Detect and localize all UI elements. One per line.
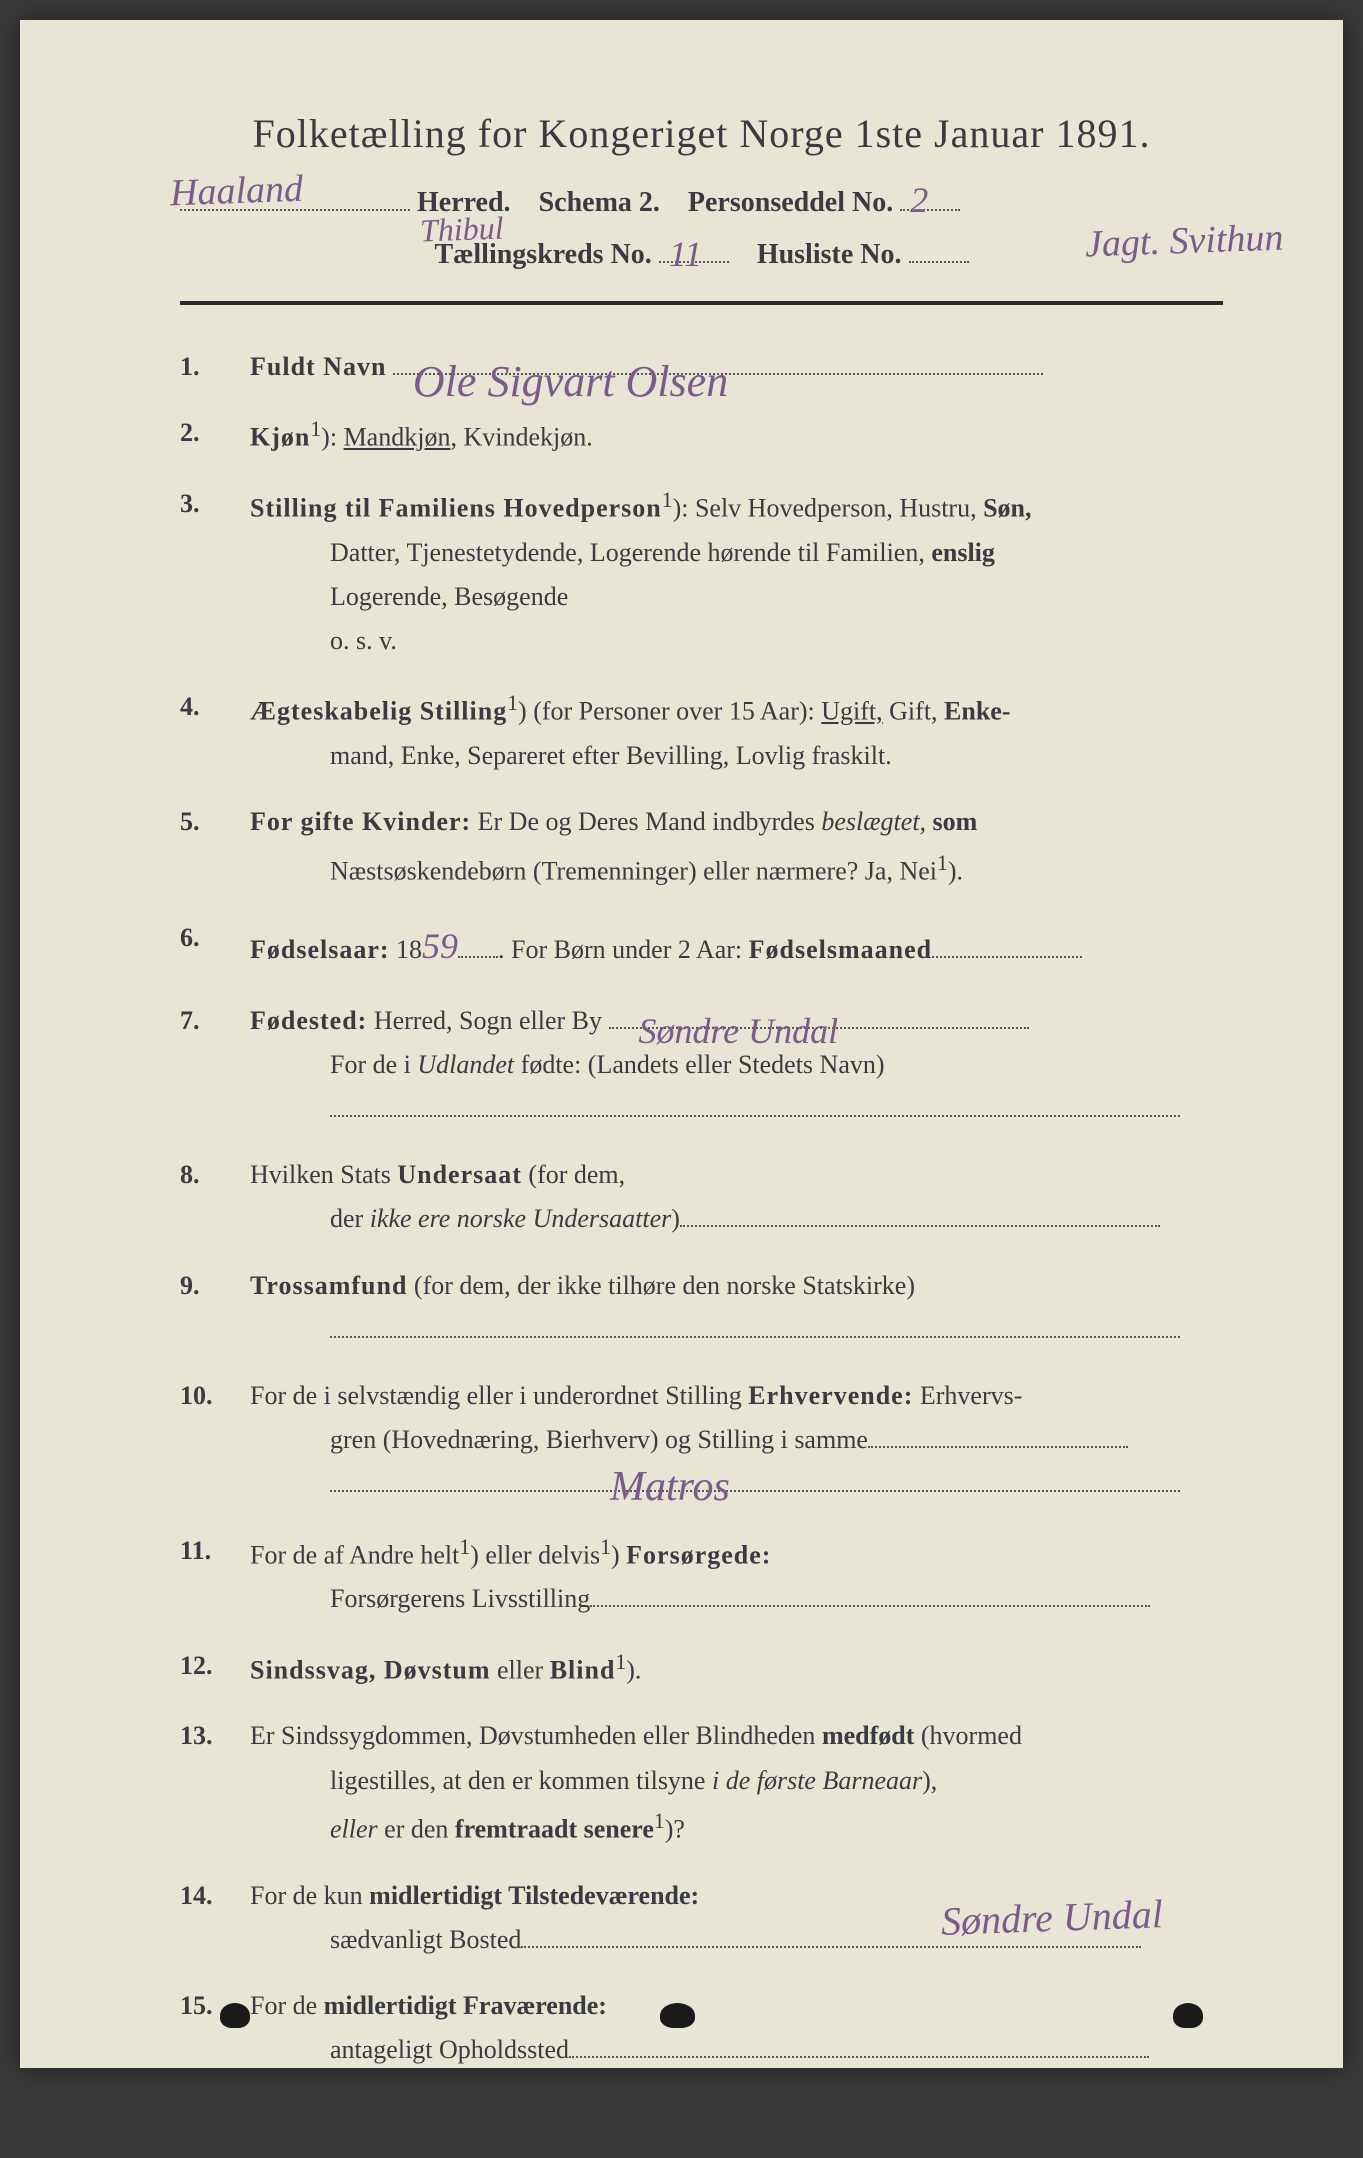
item-11: 11. For de af Andre helt1) eller delvis1… <box>180 1529 1223 1622</box>
residence-hw: Søndre Undal <box>940 1880 1164 1956</box>
item-13: 13. Er Sindssygdommen, Døvstumheden elle… <box>180 1714 1223 1851</box>
binding-hole <box>660 2003 695 2028</box>
item-1: 1. Fuldt Navn Ole Sigvart Olsen <box>180 345 1223 389</box>
header-line-2: Thibul Tællingskreds No. 11 Husliste No.… <box>180 239 1223 271</box>
form-title: Folketælling for Kongeriget Norge 1ste J… <box>180 110 1223 157</box>
item-3: 3. Stilling til Familiens Hovedperson1):… <box>180 482 1223 663</box>
personseddel-no: 2 <box>910 179 928 221</box>
personseddel-label: Personseddel No. <box>688 187 893 218</box>
kreds-no: 11 <box>669 233 702 275</box>
occupation-hw: Matros <box>610 1452 730 1523</box>
item-4: 4. Ægteskabelig Stilling1) (for Personer… <box>180 685 1223 778</box>
item-15: 15. For de midlertidigt Fraværende: anta… <box>180 1984 1223 2072</box>
kreds-above-hw: Thibul <box>419 210 504 250</box>
item-6: 6. Fødselsaar: 1859. For Børn under 2 Aa… <box>180 916 1223 977</box>
kjon-selected: Mandkjøn <box>344 423 451 452</box>
item-2: 2. Kjøn1): Mandkjøn, Kvindekjøn. <box>180 411 1223 460</box>
name-hw: Ole Sigvart Olsen <box>413 345 728 420</box>
schema-label: Schema 2. <box>539 187 660 218</box>
husliste-hw: Jagt. Svithun <box>1084 216 1284 267</box>
item-5: 5. For gifte Kvinder: Er De og Deres Man… <box>180 800 1223 893</box>
item-9: 9. Trossamfund (for dem, der ikke tilhør… <box>180 1264 1223 1352</box>
husliste-label: Husliste No. <box>757 239 902 270</box>
footnote: 1) De for hvert Tilfælde passende Ord un… <box>180 2122 1223 2158</box>
census-form-page: Folketælling for Kongeriget Norge 1ste J… <box>20 20 1343 2068</box>
item-12: 12. Sindssvag, Døvstum eller Blind1). <box>180 1644 1223 1693</box>
item-7: 7. Fødested: Herred, Sogn eller By Søndr… <box>180 999 1223 1132</box>
item-8: 8. Hvilken Stats Undersaat (for dem, der… <box>180 1153 1223 1241</box>
birth-year-hw: 59 <box>422 926 458 966</box>
birthplace-hw: Søndre Undal <box>639 1001 839 1062</box>
label-name: Fuldt Navn <box>250 352 386 381</box>
marital-selected: Ugift, <box>821 697 882 726</box>
header-line-1: Haaland Herred. Schema 2. Personseddel N… <box>180 187 1223 219</box>
item-10: 10. For de i selvstændig eller i underor… <box>180 1374 1223 1507</box>
binding-hole <box>220 2003 250 2028</box>
item-14: 14. For de kun midlertidigt Tilstedevære… <box>180 1874 1223 1962</box>
divider <box>180 301 1223 305</box>
binding-hole <box>1173 2003 1203 2028</box>
herred-handwritten: Haaland <box>169 167 303 216</box>
